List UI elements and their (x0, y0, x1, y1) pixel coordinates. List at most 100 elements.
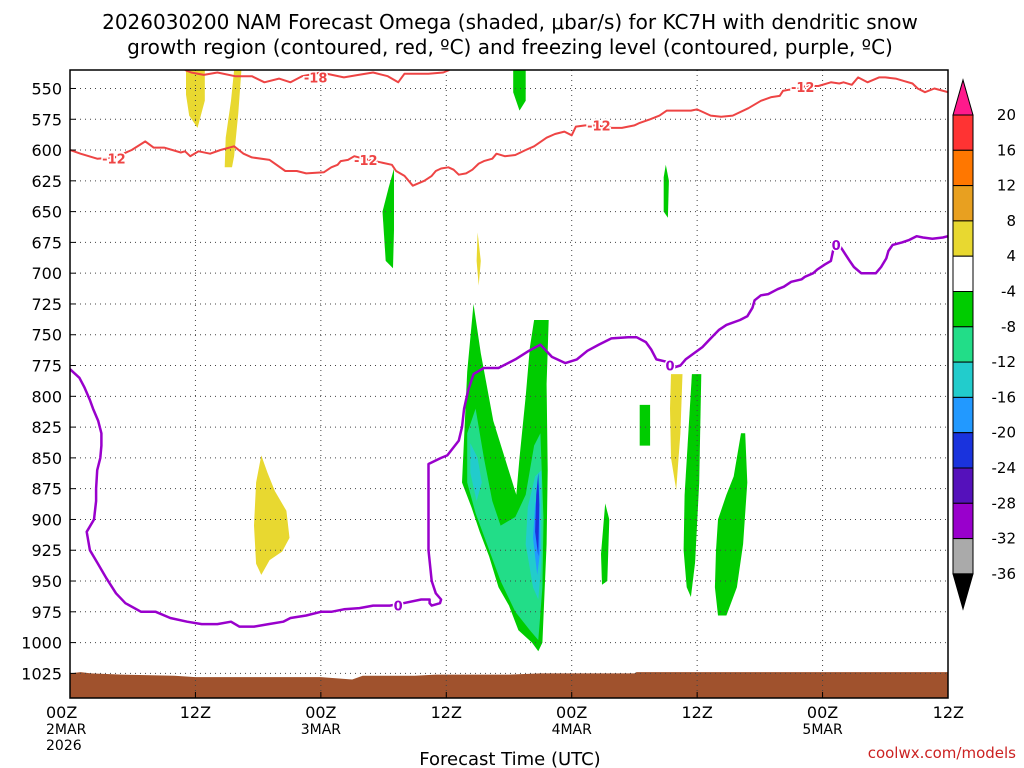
omega-region-6 (382, 168, 394, 269)
y-tick-label-16: 950 (31, 572, 62, 591)
title-line-2: growth region (contoured, red, ºC) and f… (127, 35, 893, 59)
omega-region-13 (467, 408, 544, 641)
y-tick-label-18: 1000 (21, 634, 62, 653)
colorbar-label-7: -12 (992, 353, 1017, 371)
plot-area: -18 -12 -12 -12 -12 0 0 0 (69, 69, 949, 699)
y-tick-label-7: 725 (31, 295, 62, 314)
colorbar-swatch-11 (952, 467, 974, 504)
y-tick-label-1: 575 (31, 110, 62, 129)
colorbar-label-11: -28 (992, 494, 1017, 512)
colorbar-swatch-8 (952, 361, 974, 398)
source-credit: coolwx.com/models (868, 744, 1016, 762)
x-tick-label-0-2: 2026 (46, 738, 82, 754)
colorbar-swatch-13 (952, 538, 974, 575)
y-axis-pressure: 550 575 600 625 650 675 700 725 750 775 800 825 850 8… (21, 79, 76, 683)
contour-label-7: 0 (832, 239, 841, 254)
colorbar-legend: 20 16 12 8 4 -4 -8 -12 -16 -20 -24 -28 -32 -36 (952, 78, 1017, 611)
contour-label-3: -12 (587, 119, 611, 134)
x-tick-label-6-0: 00Z (807, 703, 838, 722)
colorbar-label-2: 12 (997, 177, 1016, 195)
colorbar-label-5: -4 (1001, 283, 1016, 301)
omega-region-0 (186, 70, 205, 128)
x-tick-label-0-0: 00Z (46, 703, 77, 722)
omega-region-12 (714, 433, 748, 616)
omega-region-9 (601, 503, 610, 585)
colorbar-label-8: -16 (992, 388, 1017, 406)
temp-contour-1 (70, 76, 948, 187)
contour-label-4: -12 (791, 81, 815, 96)
colorbar-label-10: -24 (992, 459, 1017, 477)
omega-region-3 (476, 232, 481, 286)
colorbar-swatch-10 (952, 432, 974, 469)
colorbar-swatch-9 (952, 396, 974, 434)
colorbar-label-6: -8 (1001, 318, 1016, 336)
colorbar-label-9: -20 (992, 424, 1017, 442)
x-tick-label-2-1: 3MAR (301, 722, 342, 738)
colorbar-swatch-1 (952, 114, 974, 151)
contour-label-6: 0 (665, 360, 674, 375)
colorbar-swatch-3 (952, 185, 974, 222)
contour-label-2: -12 (354, 154, 378, 169)
plot-frame (69, 69, 949, 699)
x-tick-label-6-1: 5MAR (802, 722, 843, 738)
x-tick-label-1-0: 12Z (180, 703, 211, 722)
colorbar-top-arrow (952, 78, 974, 116)
y-tick-label-13: 875 (31, 480, 62, 499)
y-tick-label-11: 825 (31, 418, 62, 437)
colorbar-swatch-2 (952, 149, 974, 187)
plot-content (70, 70, 948, 698)
omega-region-10 (639, 404, 651, 446)
x-tick-label-7-0: 12Z (933, 703, 964, 722)
x-tick-label-5-0: 12Z (681, 703, 712, 722)
title-line-1: 2026030200 NAM Forecast Omega (shaded, μ… (102, 10, 918, 34)
colorbar-bottom-arrow (952, 573, 974, 611)
x-tick-label-4-0: 00Z (556, 703, 587, 722)
omega-region-4 (670, 374, 683, 490)
freezing-level-contour (70, 234, 948, 628)
contour-label-0: -18 (304, 71, 328, 86)
colorbar-swatch-4 (952, 220, 974, 257)
colorbar-label-0: 20 (997, 106, 1016, 124)
y-tick-label-17: 975 (31, 603, 62, 622)
temp-contour-0 (184, 70, 450, 84)
x-axis-title: Forecast Time (UTC) (419, 749, 600, 768)
contour-label-1: -12 (102, 153, 126, 168)
y-tick-label-4: 650 (31, 203, 62, 222)
colorbar-swatch-5 (952, 255, 974, 293)
omega-region-17 (535, 472, 540, 557)
y-tick-label-6: 700 (31, 264, 62, 283)
omega-region-1 (224, 70, 242, 168)
omega-region-11 (683, 374, 702, 597)
y-tick-label-3: 625 (31, 172, 62, 191)
omega-region-14 (470, 443, 482, 501)
x-tick-label-4-1: 4MAR (552, 722, 593, 738)
colorbar-swatch-6 (952, 291, 974, 328)
contour-lines: -18 -12 -12 -12 -12 0 0 0 (70, 70, 948, 628)
colorbar-swatch-7 (952, 326, 974, 363)
omega-region-2 (254, 455, 290, 575)
omega-region-7 (663, 164, 669, 218)
colorbar-swatch-12 (952, 502, 974, 540)
y-tick-label-12: 850 (31, 449, 62, 468)
y-tick-label-14: 900 (31, 510, 62, 529)
y-tick-label-5: 675 (31, 233, 62, 252)
y-tick-label-19: 1025 (21, 664, 62, 683)
contour-label-5: 0 (394, 600, 403, 615)
colorbar-label-1: 16 (997, 141, 1016, 159)
x-tick-label-0-1: 2MAR (46, 722, 87, 738)
x-tick-label-2-0: 00Z (305, 703, 336, 722)
y-tick-label-0: 550 (31, 79, 62, 98)
colorbar-label-12: -32 (992, 530, 1017, 548)
colorbar-label-3: 8 (1006, 212, 1016, 230)
y-tick-label-10: 800 (31, 387, 62, 406)
y-tick-label-2: 600 (31, 141, 62, 160)
omega-region-5 (513, 70, 526, 111)
y-tick-label-9: 775 (31, 357, 62, 376)
y-tick-label-8: 750 (31, 326, 62, 345)
colorbar-label-13: -36 (992, 565, 1017, 583)
x-tick-label-3-0: 12Z (431, 703, 462, 722)
colorbar-label-4: 4 (1006, 247, 1016, 265)
ground-terrain (70, 672, 948, 698)
